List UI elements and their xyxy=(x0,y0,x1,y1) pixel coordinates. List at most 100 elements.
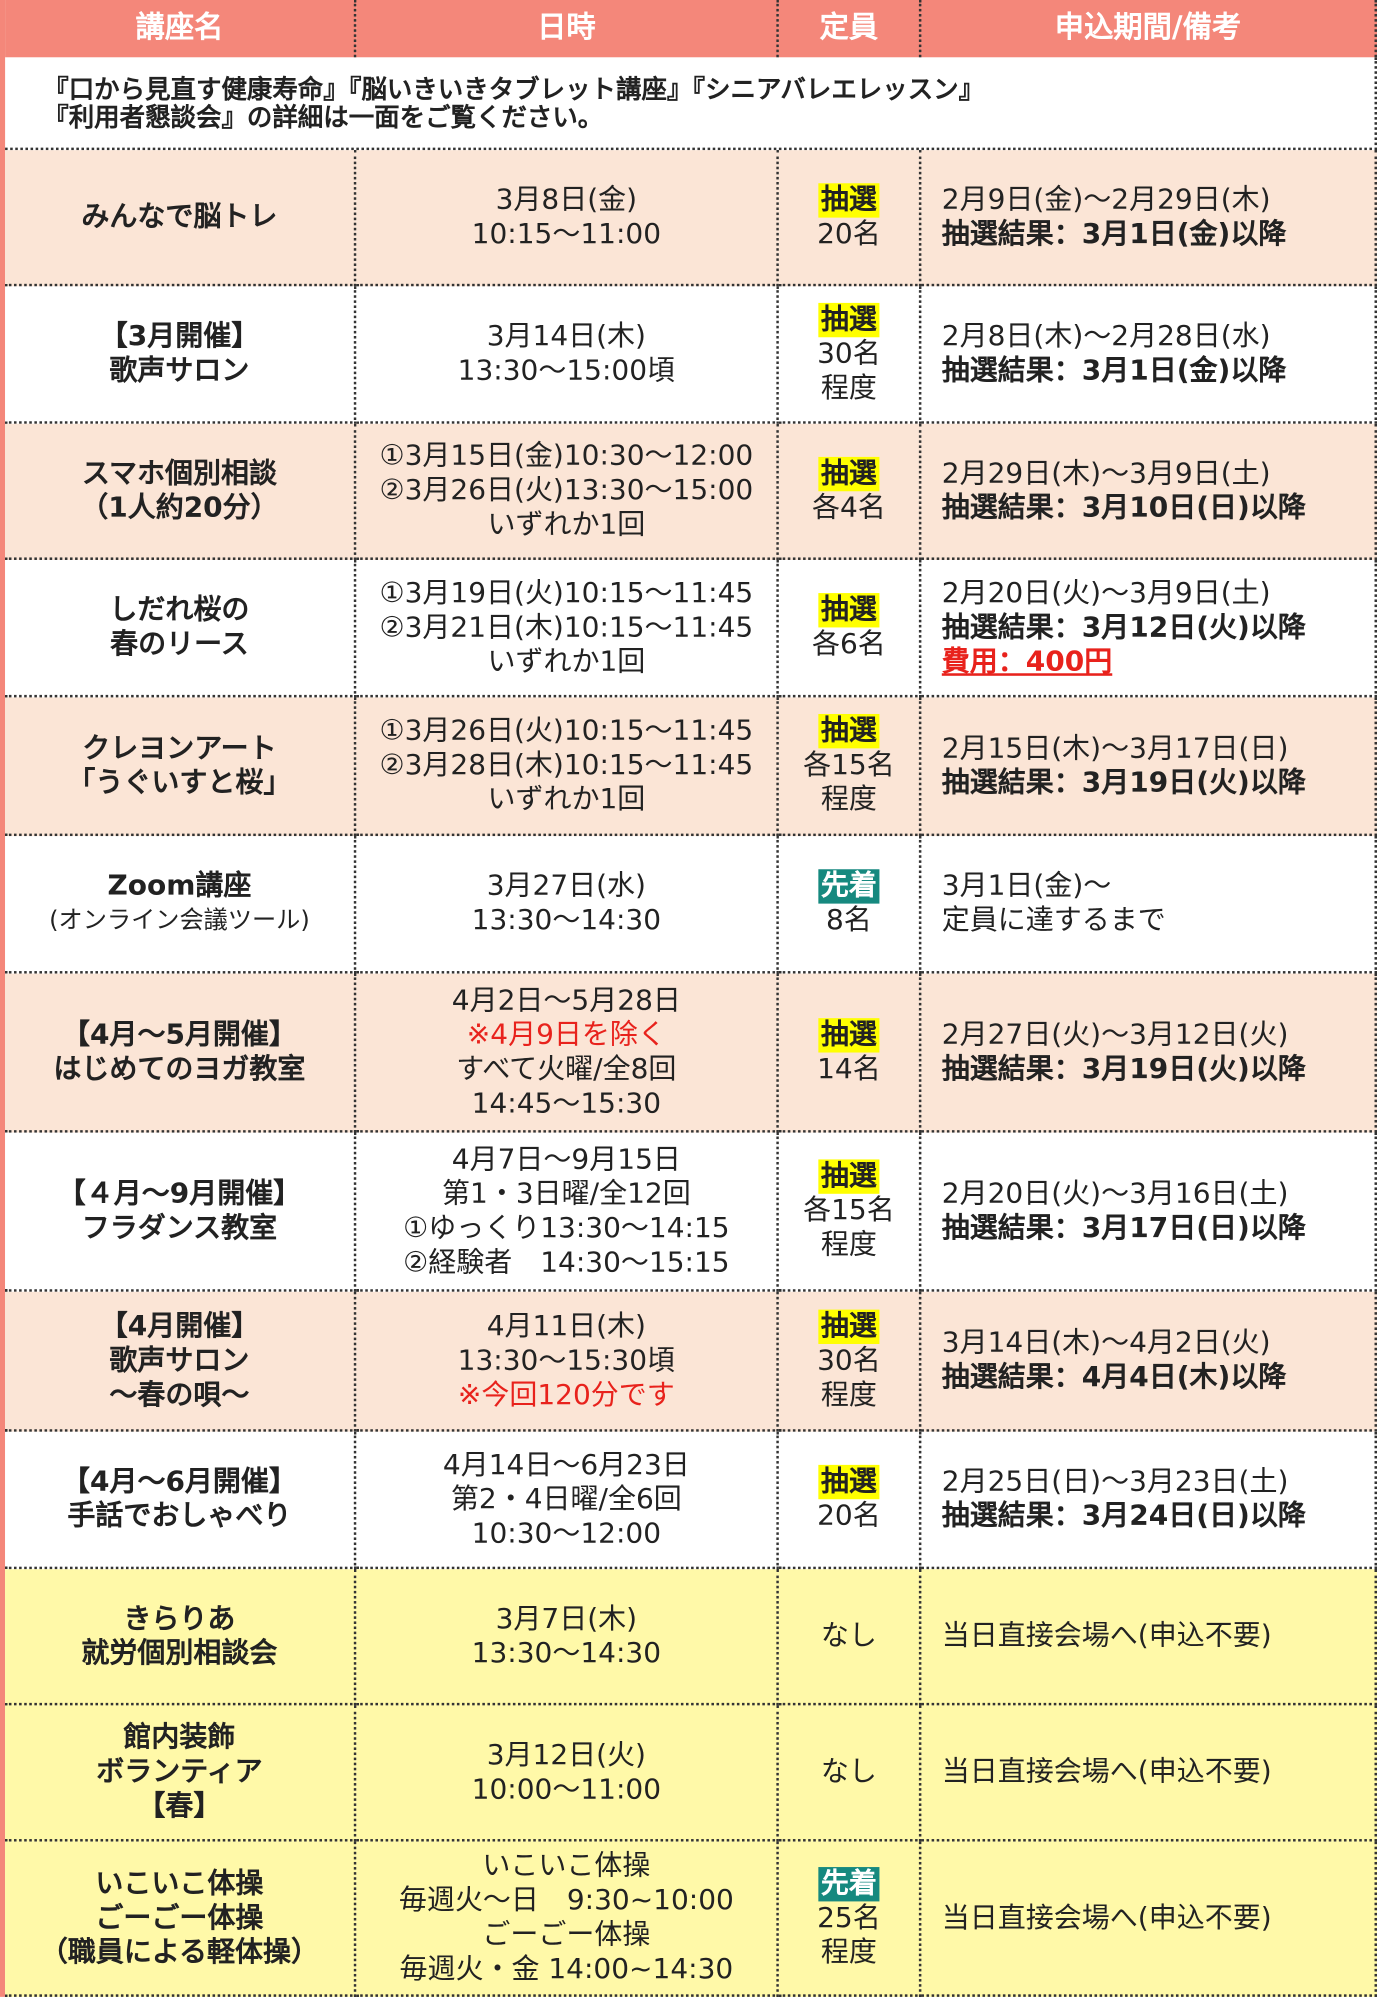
period-cell: 3月1日(金)～ 定員に達するまで xyxy=(921,836,1377,974)
period-line: 2月20日(火)～3月16日(土) xyxy=(941,1177,1289,1210)
result-line: 抽選結果：3月1日(金)以降 xyxy=(941,218,1287,251)
datetime-line: 3月27日(水) xyxy=(486,870,646,903)
period-line: 2月8日(木)～2月28日(水) xyxy=(941,320,1271,353)
course-name: きらりあ xyxy=(123,1602,236,1635)
datetime-line: いずれか1回 xyxy=(487,645,646,678)
capacity-line: 程度 xyxy=(820,1936,877,1969)
capacity-cell: 抽選 各15名 程度 xyxy=(778,697,922,837)
capacity-line: 20名 xyxy=(817,1500,881,1533)
capacity-line: 各15名 xyxy=(803,1195,895,1227)
course-name: 館内装飾 xyxy=(123,1721,236,1754)
datetime-line: ①3月19日(火)10:15～11:45 xyxy=(379,577,754,609)
result-line: 抽選結果：3月10日(日)以降 xyxy=(941,491,1306,524)
datetime-line: ②経験者 14:30～15:15 xyxy=(403,1246,730,1279)
course-name: Zoom講座 xyxy=(107,870,252,903)
course-name: 就労個別相談会 xyxy=(81,1637,278,1670)
course-name: （職員による軽体操） xyxy=(39,1936,320,1969)
result-line: 抽選結果：3月19日(火)以降 xyxy=(941,1053,1306,1085)
datetime-line: 4月14日～6月23日 xyxy=(442,1448,690,1481)
course-name: クレヨンアート xyxy=(82,732,277,765)
period-line: 当日直接会場へ(申込不要) xyxy=(941,1902,1272,1934)
datetime-line: ①3月15日(金)10:30～12:00 xyxy=(379,440,754,473)
method-badge: 抽選 xyxy=(818,456,880,491)
method-badge: 抽選 xyxy=(818,1464,880,1500)
course-name: 【3月開催】 xyxy=(99,320,260,353)
period-line: 当日直接会場へ(申込不要) xyxy=(941,1756,1272,1789)
course-name: ボランティア xyxy=(96,1756,263,1789)
course-name: 【4月～5月開催】 xyxy=(61,1018,297,1051)
period-line: 2月15日(木)～3月17日(日) xyxy=(941,732,1289,765)
capacity-cell: 抽選 14名 xyxy=(778,973,922,1133)
datetime-line: ※4月9日を除く xyxy=(466,1018,666,1051)
period-line: 2月29日(木)～3月9日(土) xyxy=(941,457,1271,490)
capacity-cell: なし xyxy=(778,1569,922,1706)
period-line: 2月9日(金)～2月29日(木) xyxy=(941,183,1271,216)
method-badge: 抽選 xyxy=(818,182,880,217)
datetime-cell: いこいこ体操 毎週火～日 9:30~10:00 ごーごー体操 毎週火・金 14:00~… xyxy=(356,1841,779,1997)
method-badge: 抽選 xyxy=(818,302,880,337)
header-text: 申込期間/備考 xyxy=(1054,11,1242,45)
period-cell: 当日直接会場へ(申込不要) xyxy=(921,1705,1377,1842)
datetime-line: 毎週火～日 9:30~10:00 xyxy=(398,1884,734,1917)
datetime-cell: 4月2日～5月28日 ※4月9日を除く すべて火曜/全8回 14:45～15:30 xyxy=(356,973,779,1133)
course-cell: スマホ個別相談 （1人約20分） xyxy=(5,423,357,560)
datetime-line: 13:30～15:00頃 xyxy=(457,355,676,387)
capacity-line: 各4名 xyxy=(811,491,886,524)
datetime-line: ②3月26日(火)13:30～15:00 xyxy=(379,474,754,507)
datetime-line: ①3月26日(火)10:15～11:45 xyxy=(379,715,754,748)
datetime-cell: 3月8日(金) 10:15～11:00 xyxy=(356,150,779,287)
capacity-cell: 抽選 各15名 程度 xyxy=(778,1132,922,1292)
capacity-cell: 抽選 20名 xyxy=(778,1431,922,1570)
datetime-cell: 3月12日(火) 10:00～11:00 xyxy=(356,1705,779,1842)
period-line: 定員に達するまで xyxy=(941,904,1166,937)
header-cell: 日時 xyxy=(356,0,779,58)
course-name: スマホ個別相談 xyxy=(81,457,278,490)
period-line: 3月14日(木)～4月2日(火) xyxy=(941,1327,1271,1360)
course-cell: みんなで脳トレ xyxy=(5,150,357,287)
capacity-cell: 抽選 20名 xyxy=(778,150,922,287)
course-cell: いこいこ体操 ごーごー体操 （職員による軽体操） xyxy=(5,1841,357,1997)
datetime-line: 3月8日(金) xyxy=(495,183,638,216)
method-badge: 抽選 xyxy=(818,713,880,749)
course-note: (オンライン会議ツール) xyxy=(49,906,310,935)
capacity-line: 各15名 xyxy=(803,749,895,782)
datetime-line: ②3月28日(木)10:15～11:45 xyxy=(379,749,754,782)
period-cell: 2月8日(木)～2月28日(水) 抽選結果：3月1日(金)以降 xyxy=(921,286,1377,424)
method-badge: 抽選 xyxy=(818,1159,880,1194)
period-cell: 2月9日(金)～2月29日(木) 抽選結果：3月1日(金)以降 xyxy=(921,150,1377,287)
method-badge: 先着 xyxy=(818,869,880,904)
capacity-line: 25名 xyxy=(817,1902,881,1934)
period-line: 当日直接会場へ(申込不要) xyxy=(941,1620,1272,1652)
datetime-cell: 3月14日(木) 13:30～15:00頃 xyxy=(356,286,779,424)
header-cell: 申込期間/備考 xyxy=(921,0,1377,58)
capacity-cell: 抽選 各6名 xyxy=(778,559,922,698)
period-cell: 2月29日(木)～3月9日(土) 抽選結果：3月10日(日)以降 xyxy=(921,423,1377,560)
capacity-cell: 先着 8名 xyxy=(778,836,922,974)
datetime-line: ごーごー体操 xyxy=(482,1919,651,1952)
datetime-line: 13:30～14:30 xyxy=(471,1637,662,1670)
method-badge: 先着 xyxy=(818,1866,880,1901)
period-cell: 当日直接会場へ(申込不要) xyxy=(921,1841,1377,1997)
datetime-cell: 3月7日(木) 13:30～14:30 xyxy=(356,1569,779,1706)
period-line: 2月25日(日)～3月23日(土) xyxy=(941,1466,1289,1498)
course-name: 【４月～9月開催】 xyxy=(57,1177,302,1210)
course-name: いこいこ体操 xyxy=(95,1867,264,1900)
header-cell: 講座名 xyxy=(5,0,357,58)
datetime-line: 第2・4日曜/全6回 xyxy=(450,1483,682,1516)
capacity-line: 30名 xyxy=(817,337,881,370)
period-cell: 2月20日(火)～3月16日(土) 抽選結果：3月17日(日)以降 xyxy=(921,1132,1377,1292)
fee-line: 費用：400円 xyxy=(941,645,1113,678)
datetime-cell: ①3月19日(火)10:15～11:45 ②3月21日(木)10:15～11:45… xyxy=(356,559,779,698)
course-name: 【春】 xyxy=(137,1790,222,1823)
header-cell: 定員 xyxy=(778,0,922,58)
datetime-cell: 3月27日(水) 13:30～14:30 xyxy=(356,836,779,974)
datetime-line: 4月2日～5月28日 xyxy=(451,984,681,1017)
course-name: 春のリース xyxy=(110,628,249,661)
period-cell: 2月20日(火)～3月9日(土) 抽選結果：3月12日(火)以降 費用：400円 xyxy=(921,559,1377,698)
datetime-cell: 4月11日(木) 13:30～15:30頃 ※今回120分です xyxy=(356,1291,779,1432)
capacity-line: 14名 xyxy=(817,1053,881,1085)
course-cell: しだれ桜の 春のリース xyxy=(5,559,357,698)
capacity-cell: 抽選 30名 程度 xyxy=(778,286,922,424)
capacity-line: 各6名 xyxy=(811,628,886,661)
